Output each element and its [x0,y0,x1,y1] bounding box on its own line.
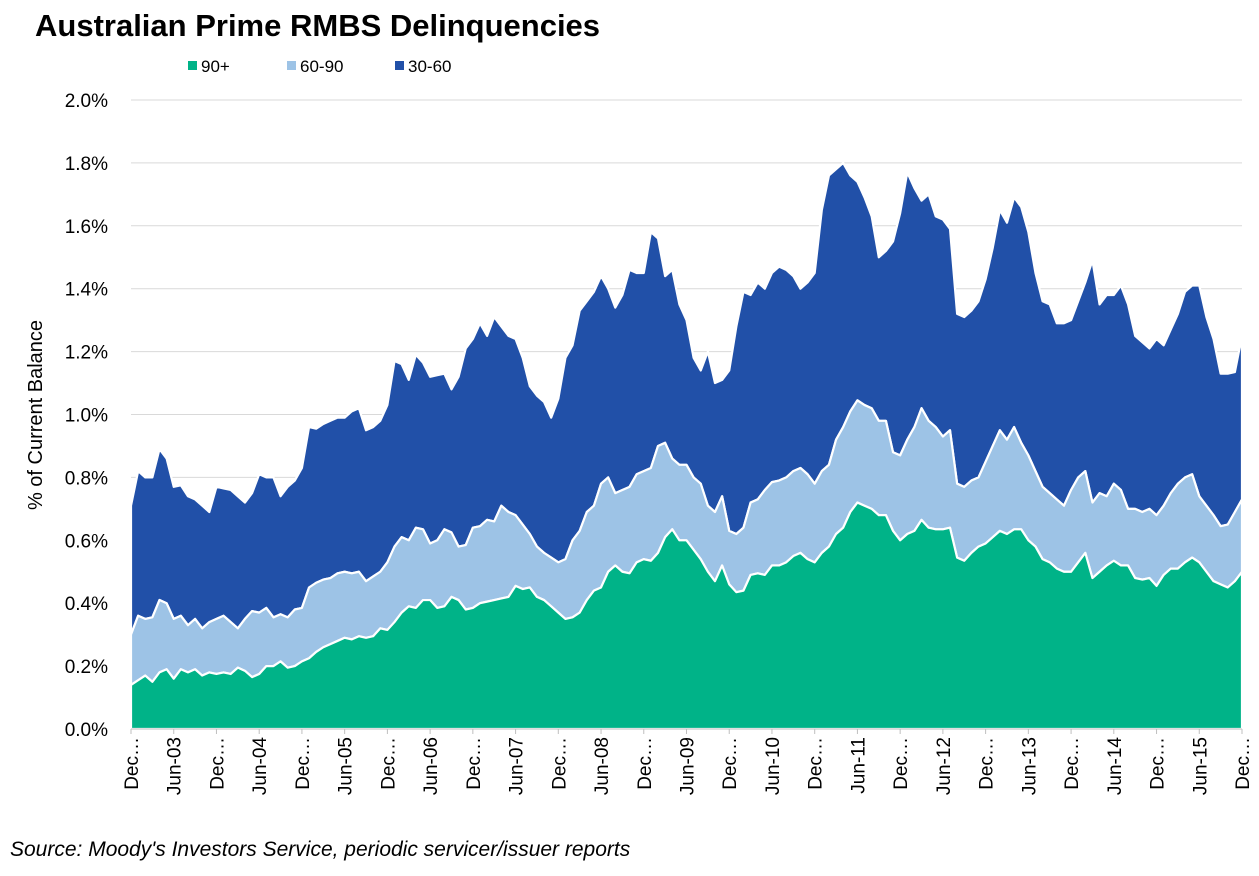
legend-item: 90+ [188,57,230,76]
x-tick-label: Jun-09 [678,737,699,795]
x-tick-label: Dec… [122,737,143,790]
x-tick-label: Dec… [635,737,656,790]
x-tick-label: Dec… [464,737,485,790]
legend-item: 30-60 [395,57,451,76]
x-tick-label: Jun-04 [250,737,271,796]
x-tick-label: Dec… [1233,737,1254,790]
y-tick-label: 0.0% [65,720,108,741]
x-tick-label: Dec… [1148,737,1169,790]
x-tick-label: Dec… [720,737,741,790]
y-tick-label: 2.0% [65,91,108,112]
x-tick-label: Dec… [891,737,912,790]
y-tick-label: 1.0% [65,406,108,427]
x-tick-label: Dec… [977,737,998,790]
y-tick-label: 0.6% [65,531,108,552]
x-tick-label: Jun-06 [421,737,442,795]
legend-label: 60-90 [300,57,343,76]
x-tick-label: Jun-05 [336,737,357,795]
legend-label: 90+ [201,57,230,76]
y-tick-label: 1.6% [65,217,108,238]
y-tick-label: 0.8% [65,468,108,489]
x-tick-label: Jun-12 [934,737,955,795]
x-tick-label: Jun-14 [1105,737,1126,796]
legend-label: 30-60 [408,57,451,76]
x-tick-label: Dec… [207,737,228,790]
x-tick-label: Jun-13 [1019,737,1040,795]
y-tick-label: 1.4% [65,280,108,301]
x-tick-label: Dec… [293,737,314,790]
x-tick-label: Jun-07 [507,737,528,795]
y-axis-label: % of Current Balance [25,320,47,510]
legend-item: 60-90 [287,57,343,76]
x-tick-label: Dec… [1062,737,1083,790]
y-tick-label: 0.4% [65,594,108,615]
x-tick-label: Jun-08 [592,737,613,795]
x-tick-label: Jun-10 [763,737,784,795]
x-tick-label: Jun-15 [1190,737,1211,795]
legend-swatch [395,61,404,70]
y-tick-label: 1.2% [65,343,108,364]
y-tick-label: 1.8% [65,154,108,175]
x-tick-label: Jun-11 [848,737,869,794]
source-note: Source: Moody's Investors Service, perio… [10,838,631,861]
chart-title: Australian Prime RMBS Delinquencies [35,8,600,43]
x-tick-label: Dec… [806,737,827,790]
x-tick-label: Dec… [549,737,570,790]
legend-swatch [287,61,296,70]
x-tick-label: Dec… [378,737,399,790]
x-tick-label: Jun-03 [165,737,186,795]
y-tick-label: 0.2% [65,657,108,678]
legend-swatch [188,61,197,70]
